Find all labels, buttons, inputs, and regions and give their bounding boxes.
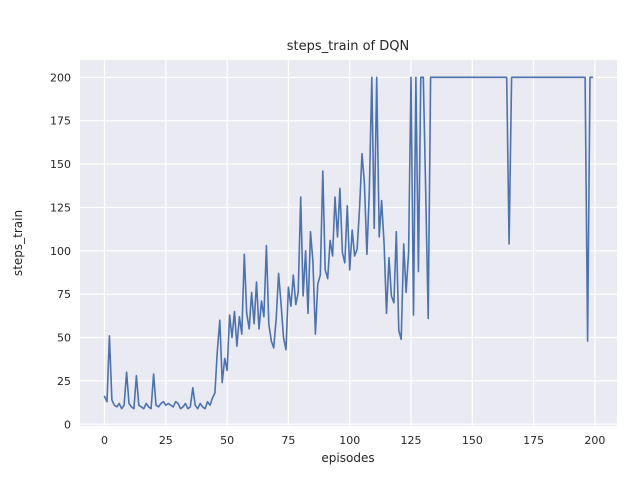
- y-tick-label: 100: [50, 245, 71, 258]
- y-tick-label: 200: [50, 71, 71, 84]
- x-tick-label: 75: [281, 434, 295, 447]
- y-tick-label: 175: [50, 115, 71, 128]
- x-tick-label: 150: [462, 434, 483, 447]
- x-tick-label: 100: [339, 434, 360, 447]
- x-axis-label: episodes: [321, 451, 374, 465]
- x-tick-label: 175: [523, 434, 544, 447]
- y-tick-label: 50: [57, 332, 71, 345]
- y-tick-label: 0: [64, 418, 71, 431]
- y-tick-label: 150: [50, 158, 71, 171]
- x-tick-label: 50: [220, 434, 234, 447]
- dynamic-plot-layer: 0 25 50 75 100 125 150 175 200 0 25 50 75 100 125 150 17…: [50, 60, 617, 447]
- x-tick-label: 125: [401, 434, 422, 447]
- x-tick-label: 200: [584, 434, 605, 447]
- y-axis-label: steps_train: [11, 210, 25, 276]
- y-tick-label: 25: [57, 375, 71, 388]
- y-tick-label: 75: [57, 288, 71, 301]
- x-tick-label: 0: [101, 434, 108, 447]
- y-tick-label: 125: [50, 201, 71, 214]
- chart-title: steps_train of DQN: [287, 39, 409, 54]
- line-series: [103, 76, 594, 410]
- x-tick-label: 25: [159, 434, 173, 447]
